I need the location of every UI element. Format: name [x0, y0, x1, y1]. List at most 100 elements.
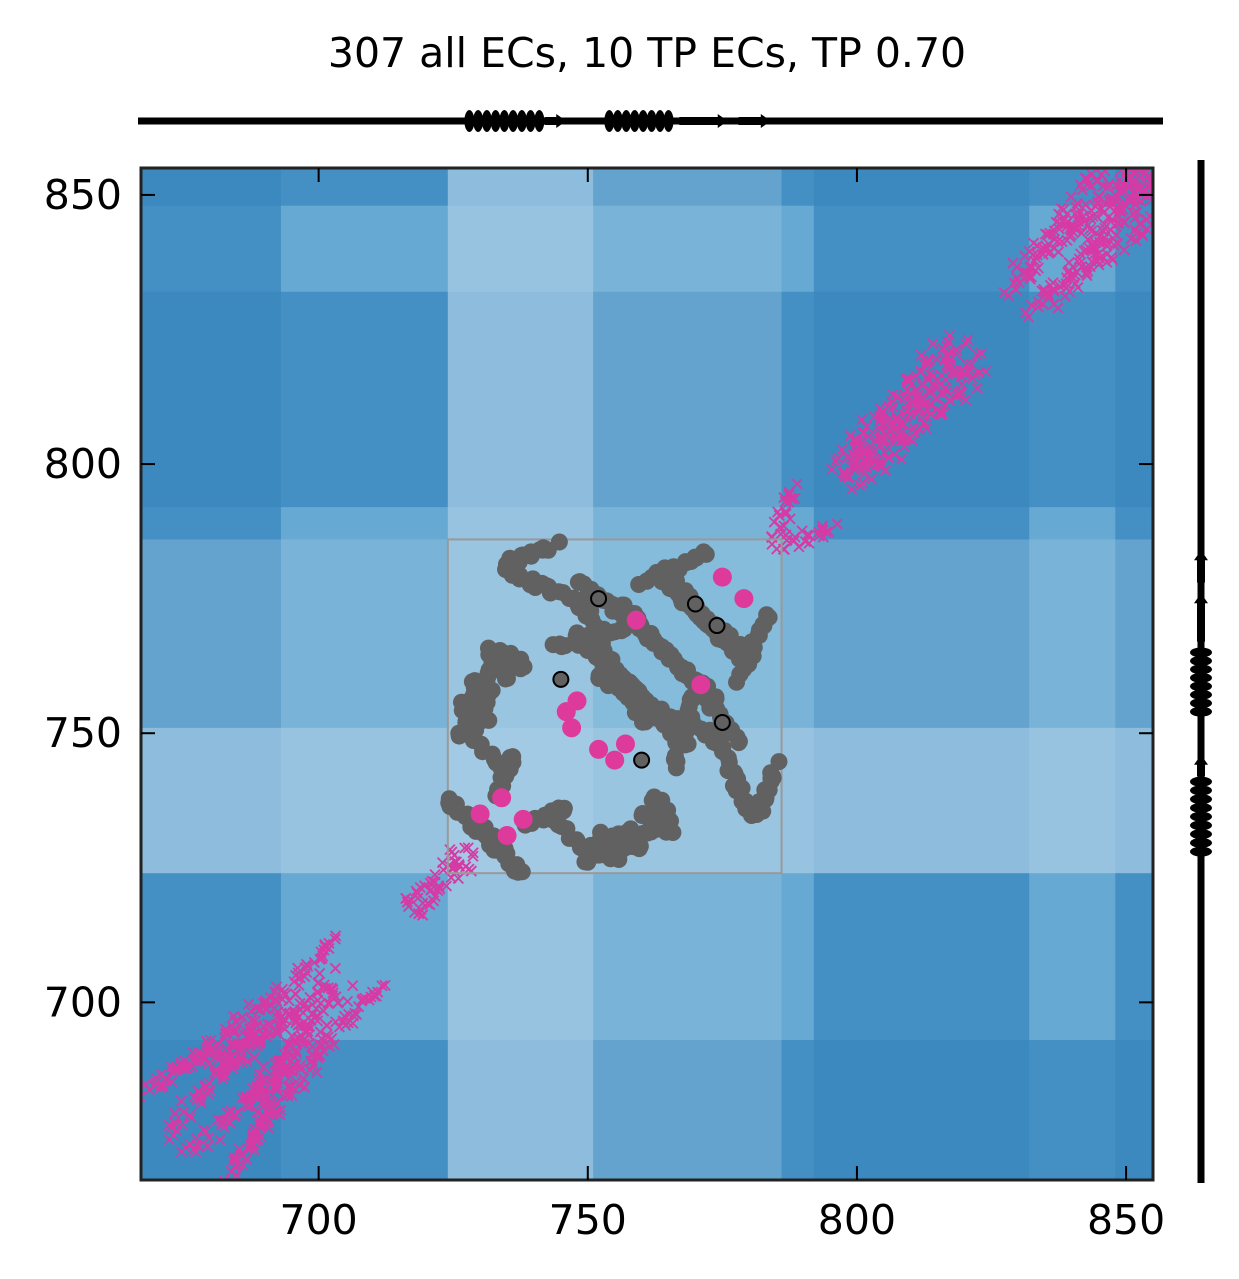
- contact-cross: [1025, 299, 1038, 311]
- contact-cross: [214, 1044, 226, 1057]
- all-ec-point: [653, 573, 671, 591]
- contact-cross: [854, 435, 867, 447]
- contact-cross: [897, 434, 909, 446]
- contact-cross: [940, 340, 953, 352]
- circled-ec-point: [552, 670, 570, 688]
- contact-cross: [1140, 213, 1153, 226]
- tp-ec-points: [470, 567, 754, 845]
- contact-cross: [308, 956, 320, 969]
- all-ec-point: [686, 716, 704, 734]
- contact-cross: [290, 1076, 302, 1088]
- contact-cross: [816, 523, 829, 535]
- tp-ec-point: [470, 804, 490, 824]
- contact-cross: [799, 536, 812, 548]
- contact-cross: [264, 992, 277, 1004]
- contact-cross: [905, 377, 918, 390]
- contact-cross: [180, 1141, 192, 1154]
- contact-cross: [846, 483, 858, 495]
- strand-arrow: [1194, 754, 1208, 765]
- background-band: [141, 168, 1153, 206]
- contact-cross: [323, 1040, 335, 1052]
- helix-coil: [1190, 794, 1212, 805]
- helix-coil: [1190, 802, 1212, 813]
- contact-cross: [927, 338, 939, 350]
- contact-cross: [876, 434, 889, 446]
- contact-cross: [924, 384, 936, 397]
- all-ec-point: [550, 533, 568, 551]
- plot-area: [141, 168, 1153, 1180]
- contact-cross: [793, 541, 805, 553]
- contact-cross: [1048, 283, 1060, 295]
- helix-coil: [621, 110, 632, 132]
- contact-cross: [779, 496, 791, 508]
- contact-cross: [230, 1054, 242, 1066]
- contact-cross: [218, 1057, 230, 1069]
- strand-body: [679, 117, 720, 125]
- contact-cross: [1048, 285, 1060, 297]
- contact-cross: [311, 1066, 323, 1079]
- contact-cross: [195, 1097, 207, 1109]
- all-ec-point: [730, 732, 748, 750]
- contact-cross: [1070, 201, 1082, 213]
- contact-cross: [329, 962, 342, 974]
- contact-cross: [1141, 223, 1153, 235]
- all-ec-point: [770, 753, 788, 771]
- contact-cross: [200, 1125, 212, 1138]
- contact-cross: [1108, 205, 1121, 217]
- contact-cross: [1057, 279, 1069, 291]
- contact-cross: [306, 1041, 318, 1053]
- contact-cross: [875, 412, 887, 424]
- helix-coil: [655, 110, 666, 132]
- contact-cross: [1113, 198, 1125, 210]
- contact-cross: [935, 369, 947, 381]
- contact-cross: [248, 1143, 260, 1155]
- contact-crosses: [141, 168, 1153, 1180]
- tp-ec-point: [626, 610, 646, 630]
- top-secondary-structure-track: [138, 110, 1163, 132]
- background-bands: [141, 168, 1153, 1180]
- strand-body: [1197, 762, 1205, 777]
- contact-cross: [436, 856, 449, 869]
- contact-cross: [156, 1078, 169, 1091]
- all-ec-point: [587, 617, 605, 635]
- contact-cross: [1110, 229, 1122, 241]
- contact-cross: [956, 378, 968, 391]
- contact-cross: [242, 998, 255, 1010]
- helix-coil: [516, 110, 527, 132]
- x-tick-label: 700: [280, 1196, 358, 1244]
- contact-cross: [910, 408, 922, 420]
- contact-cross: [1113, 211, 1125, 223]
- contact-cross: [312, 977, 325, 989]
- contact-cross: [317, 1044, 329, 1057]
- helix-coil: [464, 110, 475, 132]
- helix-coil: [1190, 681, 1212, 692]
- contact-cross: [888, 448, 900, 460]
- contact-cross: [949, 368, 962, 381]
- contact-cross: [214, 1134, 226, 1146]
- contact-cross: [898, 418, 910, 430]
- contact-cross: [230, 1152, 243, 1165]
- helix-coil: [1190, 820, 1212, 831]
- contact-cross: [228, 1151, 240, 1164]
- contact-cross: [862, 430, 875, 442]
- contact-cross: [166, 1076, 178, 1088]
- contact-cross: [275, 1012, 287, 1024]
- contact-cross: [1010, 283, 1022, 296]
- all-ec-point: [664, 824, 682, 842]
- contact-cross: [939, 399, 951, 411]
- contact-cross: [289, 988, 301, 1000]
- contact-cross: [1129, 224, 1141, 236]
- contact-cross: [274, 1104, 287, 1116]
- contact-cross: [202, 1087, 214, 1100]
- tp-ec-point: [497, 825, 517, 845]
- contact-cross: [1060, 278, 1072, 290]
- contact-cross: [215, 1115, 228, 1127]
- contact-cross: [234, 1045, 247, 1058]
- y-tick-label: 700: [44, 978, 122, 1026]
- contact-cross: [921, 373, 933, 385]
- contact-cross: [979, 365, 992, 378]
- contact-cross: [1141, 171, 1153, 183]
- contact-cross: [1133, 218, 1146, 230]
- contact-cross: [299, 961, 311, 974]
